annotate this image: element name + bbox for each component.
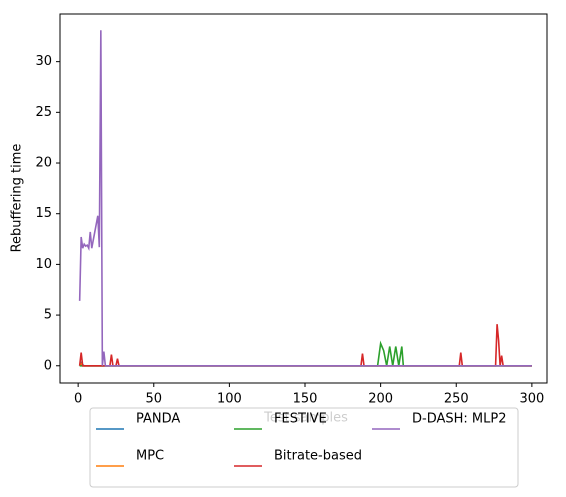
y-tick-label: 30 <box>35 54 52 69</box>
x-tick-label: 300 <box>519 392 544 407</box>
y-tick-label: 20 <box>35 156 52 171</box>
x-tick-label: 200 <box>368 392 393 407</box>
x-tick-label: 150 <box>293 392 318 407</box>
y-tick-label: 10 <box>35 257 52 272</box>
y-tick-label: 5 <box>44 308 52 323</box>
plot-frame <box>59 13 548 384</box>
x-tick-label: 250 <box>444 392 469 407</box>
legend-label: MPC <box>136 449 164 464</box>
legend-label: D-DASH: MLP2 <box>412 412 507 427</box>
line-series <box>78 30 532 367</box>
x-tick-label: 0 <box>74 392 82 407</box>
x-tick-label: 100 <box>217 392 242 407</box>
legend-label: Bitrate-based <box>274 449 362 464</box>
legend-box <box>89 407 519 488</box>
y-tick-label: 25 <box>35 105 52 120</box>
x-tick-label: 50 <box>145 392 162 407</box>
y-tick-label: 15 <box>35 206 52 221</box>
y-axis-label: Rebuffering time <box>10 144 25 253</box>
legend-label: FESTIVE <box>274 412 327 427</box>
legend-label: PANDA <box>136 412 180 427</box>
line-series <box>79 340 532 367</box>
line-series <box>78 324 532 367</box>
y-tick-label: 0 <box>44 358 52 373</box>
